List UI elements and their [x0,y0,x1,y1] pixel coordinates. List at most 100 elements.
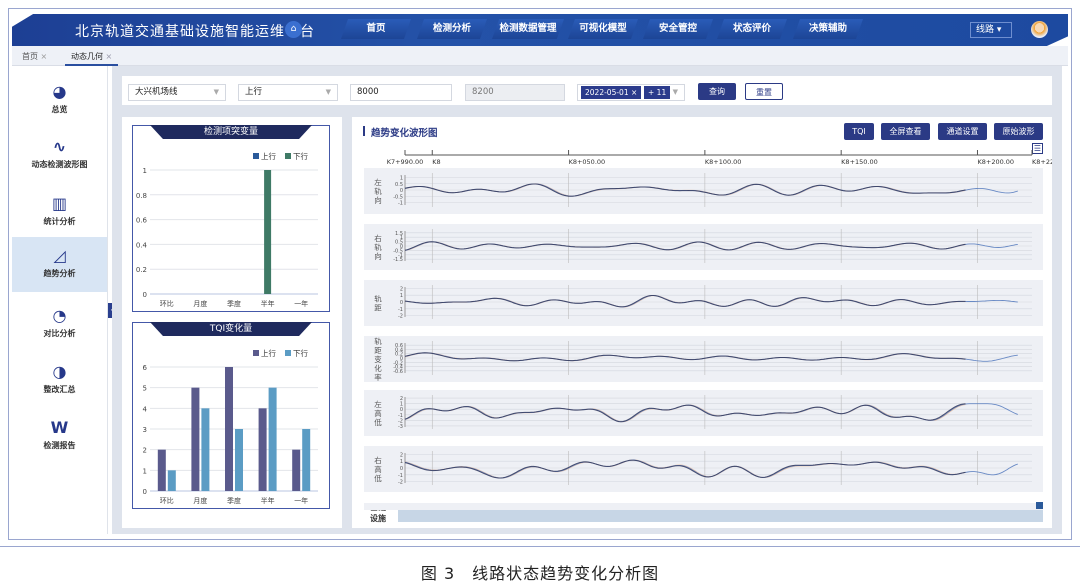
channel-label: 左轨向 [374,177,382,205]
ruler-label: K8 [432,158,440,166]
summary-icon: ◑ [52,362,67,381]
ruler-label: K8+050.00 [569,158,606,166]
bar-上行-环比 [157,449,166,491]
channel-label: 轨距 [374,294,382,313]
y-tick-label: 0.4 [395,347,403,353]
sidebar-item-0[interactable]: ◕ 总览 [12,73,107,128]
trend-icon: ◿ [53,246,66,265]
sidebar-item-label: 对比分析 [43,329,76,338]
legend-label: 上行 [261,348,276,358]
bar-下行-环比 [167,470,176,491]
bar-下行-半年 [264,170,272,294]
sidebar-item-label: 趋势分析 [43,269,76,278]
x-tick-label: 月度 [193,299,207,308]
waveform-series-2 [404,459,966,479]
waveform-series-2 [404,295,966,308]
nav-safety-control[interactable]: 安全管控 [643,19,713,39]
tqi-button[interactable]: TQI [844,123,874,140]
channel-row [364,280,1043,326]
sidebar-item-6[interactable]: W 检测报告 [12,409,107,464]
y-tick-label: 0 [400,300,403,306]
channel-label: 右轨向 [374,233,382,261]
avatar[interactable] [1031,21,1048,38]
nav-visual-model[interactable]: 可视化模型 [568,19,638,39]
x-tick-label: 半年 [261,496,275,505]
channel-label: 左高低 [374,399,382,427]
raw-waveform-button[interactable]: 原始波形 [994,123,1043,140]
tab-label: 动态几何 [71,52,103,61]
ruler-label: K7+990.00 [387,158,424,166]
channel-row [364,224,1043,270]
nav-home[interactable]: 首页 [341,19,411,39]
y-tick-label: 0.2 [395,352,403,358]
close-icon[interactable]: × [630,88,638,97]
y-tick-label: -0.5 [393,248,403,254]
y-tick-label: 0.4 [136,241,148,249]
legend-swatch [253,153,259,159]
y-tick-label: 1 [143,467,147,475]
channel-row [364,446,1043,492]
y-tick-label: 0.5 [395,240,403,246]
y-tick-label: 0.6 [395,343,403,349]
line-select[interactable]: 大兴机场线 ▼ [128,84,226,101]
waveform-series-2 [404,403,966,423]
dashboard-icon: ◕ [52,82,67,101]
channel-settings-button[interactable]: 通道设置 [938,123,987,140]
y-tick-label: 0 [400,356,403,362]
ruler-label: K8+150.00 [841,158,878,166]
channel-label: 轨距变化率 [374,336,382,382]
infrastructure-bar[interactable] [398,510,1043,522]
date-tag-label: 2022-05-01 [585,88,629,97]
more-tags-badge: + 11 [644,86,671,99]
waveform-icon: ∿ [52,137,67,156]
sidebar-item-5[interactable]: ◑ 整改汇总 [12,353,107,408]
nav-status-evaluation[interactable]: 状态评价 [717,19,787,39]
sidebar-item-label: 整改汇总 [43,385,76,394]
y-tick-label: -2 [398,314,403,320]
sidebar-item-label: 动态检测波形图 [31,160,88,169]
sidebar-item-1[interactable]: ∿ 动态检测波形图 [12,128,107,183]
chart-title: 检测项突变量 [150,125,312,139]
tab-dynamic-geometry[interactable]: 动态几何 × [65,48,119,66]
tab-home[interactable]: 首页 × [22,48,47,66]
sidebar-item-2[interactable]: ▥ 统计分析 [12,185,107,240]
reset-button[interactable]: 重置 [745,83,783,100]
direction-select[interactable]: 上行 ▼ [238,84,338,101]
bar-下行-一年 [302,429,311,491]
figure-caption: 图 3 线路状态趋势变化分析图 [420,564,660,583]
sidebar-item-3[interactable]: ◿ 趋势分析 [12,237,107,292]
channel-row [364,168,1043,214]
start-mileage-input[interactable]: 8000 [350,84,452,101]
end-mileage-input[interactable]: 8200 [465,84,565,101]
nav-detection-analysis[interactable]: 检测分析 [417,19,487,39]
close-icon[interactable]: × [40,52,48,61]
mutation-bar-chart: 0 0.2 0.4 0.6 0.8 1 环比 月度 季度 半年 一年 上行 下行 [136,151,318,308]
y-tick-label: -1 [398,307,403,313]
y-tick-label: 6 [143,364,148,372]
legend-swatch [253,350,259,356]
legend-label: 上行 [261,151,276,161]
y-tick-label: 0.6 [136,217,148,225]
sidebar-item-4[interactable]: ◔ 对比分析 [12,297,107,352]
date-tag: 2022-05-01 × [581,86,642,99]
y-tick-label: -2 [398,418,403,424]
bar-上行-季度 [225,367,233,491]
nav-data-management[interactable]: 检测数据管理 [492,19,564,39]
y-tick-label: 1 [400,402,403,408]
y-tick-label: 0.5 [395,182,403,188]
table-icon[interactable]: ☰ [1032,143,1043,154]
divider [0,546,1080,547]
query-button[interactable]: 查询 [698,83,736,100]
nav-decision-support[interactable]: 决策辅助 [793,19,863,39]
y-tick-label: -1 [398,201,403,207]
y-tick-label: 1 [400,235,403,241]
x-tick-label: 季度 [227,496,241,505]
home-icon[interactable]: ⌂ [285,21,302,38]
close-icon[interactable]: × [105,52,113,61]
fullscreen-button[interactable]: 全屏查看 [881,123,930,140]
y-tick-label: 1.5 [395,231,403,237]
expand-icon[interactable] [1036,502,1043,509]
line-dropdown[interactable]: 线路 ▾ [970,22,1012,38]
x-tick-label: 月度 [193,496,207,505]
y-tick-label: 0 [400,188,403,194]
